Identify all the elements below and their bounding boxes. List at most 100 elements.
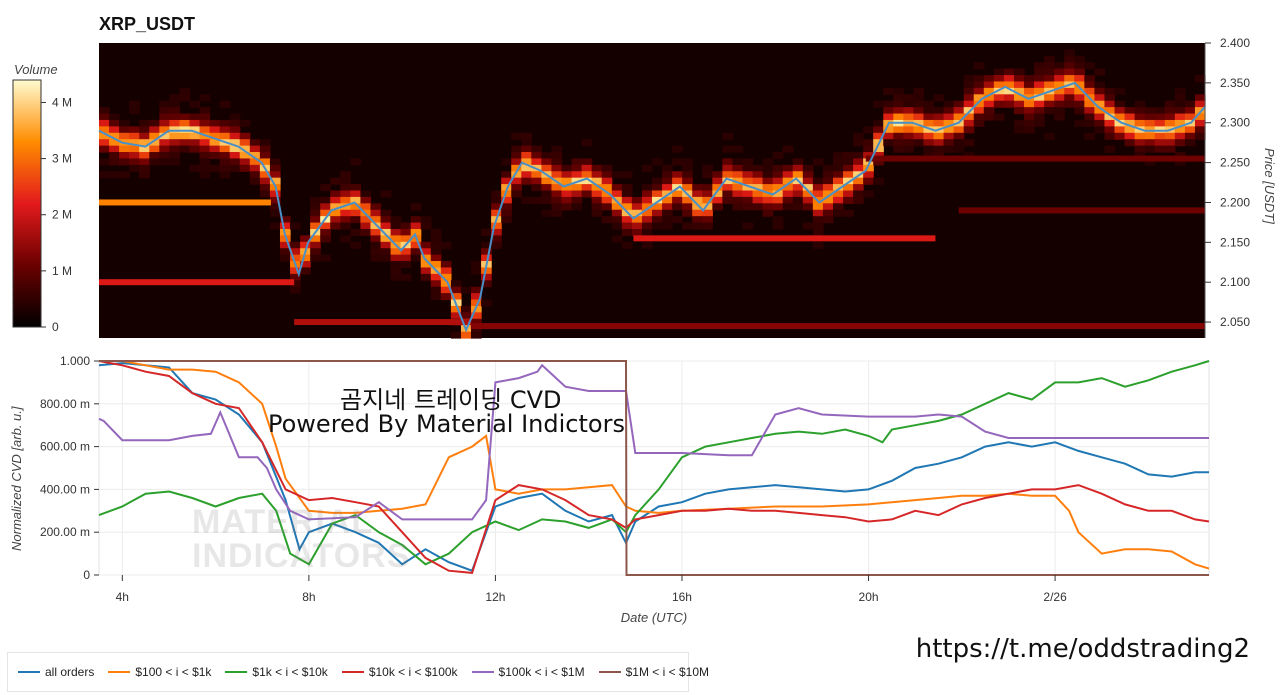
- heatmap-cell: [521, 139, 532, 147]
- heatmap-cell: [692, 190, 703, 198]
- heatmap-cell: [682, 177, 693, 185]
- heatmap-cell: [963, 152, 975, 160]
- price-tick-label: 2.100: [1220, 275, 1250, 289]
- heatmap-cell: [249, 171, 261, 179]
- heatmap-cell: [109, 152, 120, 160]
- heatmap-cell: [390, 248, 402, 256]
- heatmap-cell: [832, 152, 844, 160]
- legend-label: $1M < i < $10M: [625, 665, 709, 679]
- heatmap-cell: [782, 145, 794, 153]
- heatmap-cell: [692, 203, 703, 211]
- heatmap-cell: [440, 280, 452, 288]
- colorbar-tick-label: 2 M: [52, 208, 72, 222]
- heatmap-cell: [913, 132, 925, 140]
- heatmap-cell: [239, 139, 251, 147]
- heatmap-cell: [822, 216, 834, 224]
- heatmap-cell: [883, 100, 894, 108]
- legend-item[interactable]: $100 < i < $1k: [108, 665, 211, 679]
- legend-label: $1k < i < $10k: [252, 665, 328, 679]
- heatmap-cell: [229, 158, 241, 166]
- heatmap-cell: [953, 107, 965, 115]
- heatmap-cell: [491, 235, 502, 243]
- heatmap-cell: [531, 196, 542, 204]
- heatmap-cell: [843, 184, 854, 192]
- heatmap-cell: [1034, 62, 1045, 70]
- heatmap-cell: [531, 158, 542, 166]
- legend-item[interactable]: $10k < i < $100k: [341, 665, 458, 679]
- heatmap-cell: [209, 145, 221, 153]
- heatmap-cell: [722, 132, 734, 140]
- heatmap-cell: [883, 107, 894, 115]
- price-tick-label: 2.250: [1220, 156, 1250, 170]
- heatmap-cell: [933, 107, 945, 115]
- heatmap-cell: [1094, 68, 1106, 76]
- heatmap-cell: [832, 209, 844, 217]
- heatmap-cell: [149, 158, 160, 166]
- heatmap-cell: [229, 164, 241, 172]
- heatmap-cell: [933, 132, 945, 140]
- heatmap-cell: [802, 222, 814, 230]
- heatmap-cell: [822, 209, 834, 217]
- watermark-line-1: MATERIAL: [192, 503, 374, 541]
- heatmap-cell: [1074, 100, 1085, 108]
- heatmap-cell: [1084, 87, 1095, 95]
- heatmap-cell: [109, 132, 120, 140]
- heatmap-cell: [993, 94, 1005, 102]
- heatmap-cell: [772, 184, 784, 192]
- heatmap-cell: [1074, 107, 1085, 115]
- heatmap-cell: [1013, 126, 1025, 134]
- heatmap-cell: [752, 190, 764, 198]
- price-tick-label: 2.050: [1220, 315, 1250, 329]
- heatmap-cell: [1003, 94, 1015, 102]
- heatmap-cell: [430, 241, 442, 249]
- legend-item[interactable]: $1k < i < $10k: [225, 665, 328, 679]
- heatmap-cell: [993, 113, 1005, 121]
- heatmap-cell: [1194, 113, 1206, 121]
- heatmap-cell: [1174, 152, 1186, 160]
- legend-item[interactable]: all orders: [18, 665, 94, 679]
- heatmap-cell: [511, 152, 522, 160]
- heatmap-cell: [219, 126, 231, 134]
- heatmap-cell: [702, 171, 713, 179]
- heatmap-cell: [933, 113, 945, 121]
- legend-item[interactable]: $1M < i < $10M: [598, 665, 709, 679]
- heatmap-cell: [611, 184, 623, 192]
- heatmap-cell: [430, 228, 442, 236]
- heatmap-cell: [742, 158, 754, 166]
- heatmap-cell: [471, 286, 482, 294]
- telegram-link[interactable]: https://t.me/oddstrading2: [915, 634, 1250, 664]
- heatmap-cell: [159, 113, 170, 121]
- heatmap-cell: [390, 228, 402, 236]
- heatmap-cell: [752, 184, 764, 192]
- heatmap-cell: [129, 100, 140, 108]
- heatmap-cell: [1054, 100, 1065, 108]
- heatmap-cell: [249, 139, 261, 147]
- heatmap-cell: [1154, 113, 1166, 121]
- heatmap-cell: [460, 312, 472, 320]
- heatmap-cell: [259, 158, 271, 166]
- heatmap-cell: [320, 228, 331, 236]
- heatmap-cell: [340, 203, 351, 211]
- cvd-x-tick-label: 2/26: [1043, 590, 1067, 604]
- heatmap-cell: [179, 113, 191, 121]
- heatmap-cell: [350, 209, 362, 217]
- heatmap-cell: [742, 184, 754, 192]
- heatmap-cell: [963, 81, 975, 89]
- heatmap-cell: [943, 126, 955, 134]
- heatmap-cell: [259, 177, 271, 185]
- heatmap-cell: [541, 158, 553, 166]
- heatmap-cell: [641, 190, 653, 198]
- legend-swatch: [18, 671, 40, 673]
- legend-item[interactable]: $100k < i < $1M: [471, 665, 585, 679]
- heatmap-cell: [511, 132, 522, 140]
- heatmap-cell: [370, 222, 382, 230]
- heatmap-cell: [481, 280, 492, 288]
- heatmap-cell: [682, 171, 693, 179]
- heatmap-cell: [380, 241, 392, 249]
- chart-title: XRP_USDT: [99, 14, 196, 34]
- heatmap-cell: [460, 286, 472, 294]
- heatmap-cell: [832, 184, 844, 192]
- heatmap-cell: [1074, 68, 1085, 76]
- heatmap-cell: [1144, 158, 1156, 166]
- heatmap-cell: [963, 119, 975, 127]
